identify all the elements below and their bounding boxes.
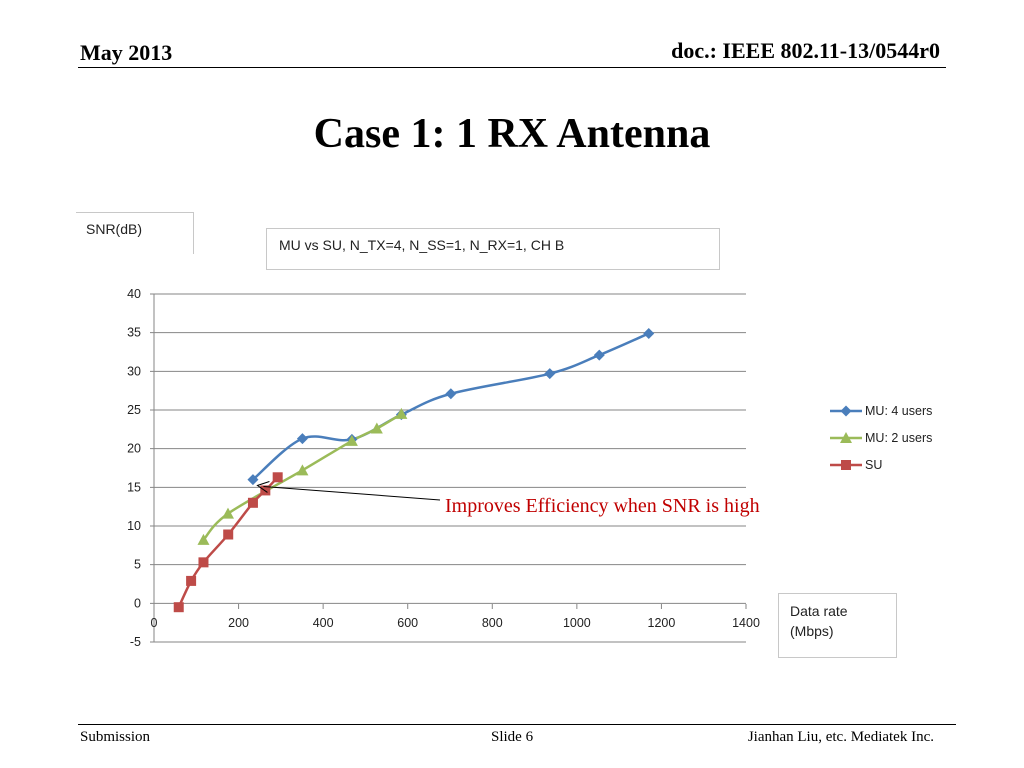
y-tick-label: 25 <box>127 403 141 417</box>
annotation-text: Improves Efficiency when SNR is high <box>445 495 760 517</box>
y-tick-label: 30 <box>127 364 141 378</box>
y-tick-label: 20 <box>127 442 141 456</box>
legend-marker-mu2 <box>840 432 852 443</box>
data-point-su <box>173 602 184 613</box>
footer-submission: Submission <box>80 729 151 745</box>
chart-title: MU vs SU, N_TX=4, N_SS=1, N_RX=1, CH B <box>266 228 720 270</box>
legend-marker-su <box>841 460 851 470</box>
annotation-arrow-head <box>256 480 270 493</box>
y-tick-label: 10 <box>127 519 141 533</box>
x-tick-label: 400 <box>313 616 334 630</box>
y-tick-label: 5 <box>134 558 141 572</box>
annotation-arrow-line <box>263 485 441 501</box>
x-tick-label: 1400 <box>732 616 760 630</box>
header-divider <box>78 67 946 68</box>
data-point-su <box>223 529 234 540</box>
legend-label-mu2: MU: 2 users <box>865 431 932 445</box>
x-tick-label: 0 <box>151 616 158 630</box>
data-point-su <box>272 472 283 483</box>
x-tick-label: 1000 <box>563 616 591 630</box>
data-point-mu2 <box>395 407 408 419</box>
data-point-mu4 <box>544 368 556 380</box>
series-line-su <box>177 476 279 608</box>
y-tick-label: 35 <box>127 326 141 340</box>
series-line-mu4 <box>252 332 650 481</box>
y-tick-label: 15 <box>127 480 141 494</box>
header-doc-id: doc.: IEEE 802.11-13/0544r0 <box>671 38 940 63</box>
x-axis-label: Data rate (Mbps) <box>778 593 897 658</box>
footer-author: Jianhan Liu, etc. Mediatek Inc. <box>747 729 934 745</box>
header-date: May 2013 <box>80 40 173 65</box>
y-axis-label: SNR(dB) <box>76 212 194 254</box>
y-tick-label: -5 <box>130 635 141 649</box>
x-tick-label: 200 <box>228 616 249 630</box>
data-point-mu4 <box>643 327 655 339</box>
y-tick-label: 40 <box>127 287 141 301</box>
footer-divider <box>78 724 956 725</box>
data-point-mu4 <box>593 349 605 361</box>
data-point-mu4 <box>296 433 308 445</box>
x-tick-label: 600 <box>397 616 418 630</box>
footer-slide-number: Slide 6 <box>491 729 534 745</box>
data-point-mu2 <box>222 507 234 519</box>
data-point-mu2 <box>370 422 383 434</box>
legend-label-su: SU <box>865 458 882 472</box>
x-tick-label: 800 <box>482 616 503 630</box>
legend-marker-mu4 <box>840 405 852 417</box>
data-point-mu2 <box>296 464 309 476</box>
slide-title: Case 1: 1 RX Antenna <box>313 111 711 157</box>
data-point-mu2 <box>345 434 358 446</box>
data-point-su <box>186 575 197 586</box>
data-point-mu4 <box>247 474 259 486</box>
data-point-su <box>198 557 209 568</box>
data-point-mu2 <box>197 533 210 545</box>
data-point-mu4 <box>445 388 457 400</box>
x-tick-label: 1200 <box>648 616 676 630</box>
data-point-su <box>247 497 258 508</box>
y-tick-label: 0 <box>134 596 141 610</box>
legend-label-mu4: MU: 4 users <box>865 404 932 418</box>
